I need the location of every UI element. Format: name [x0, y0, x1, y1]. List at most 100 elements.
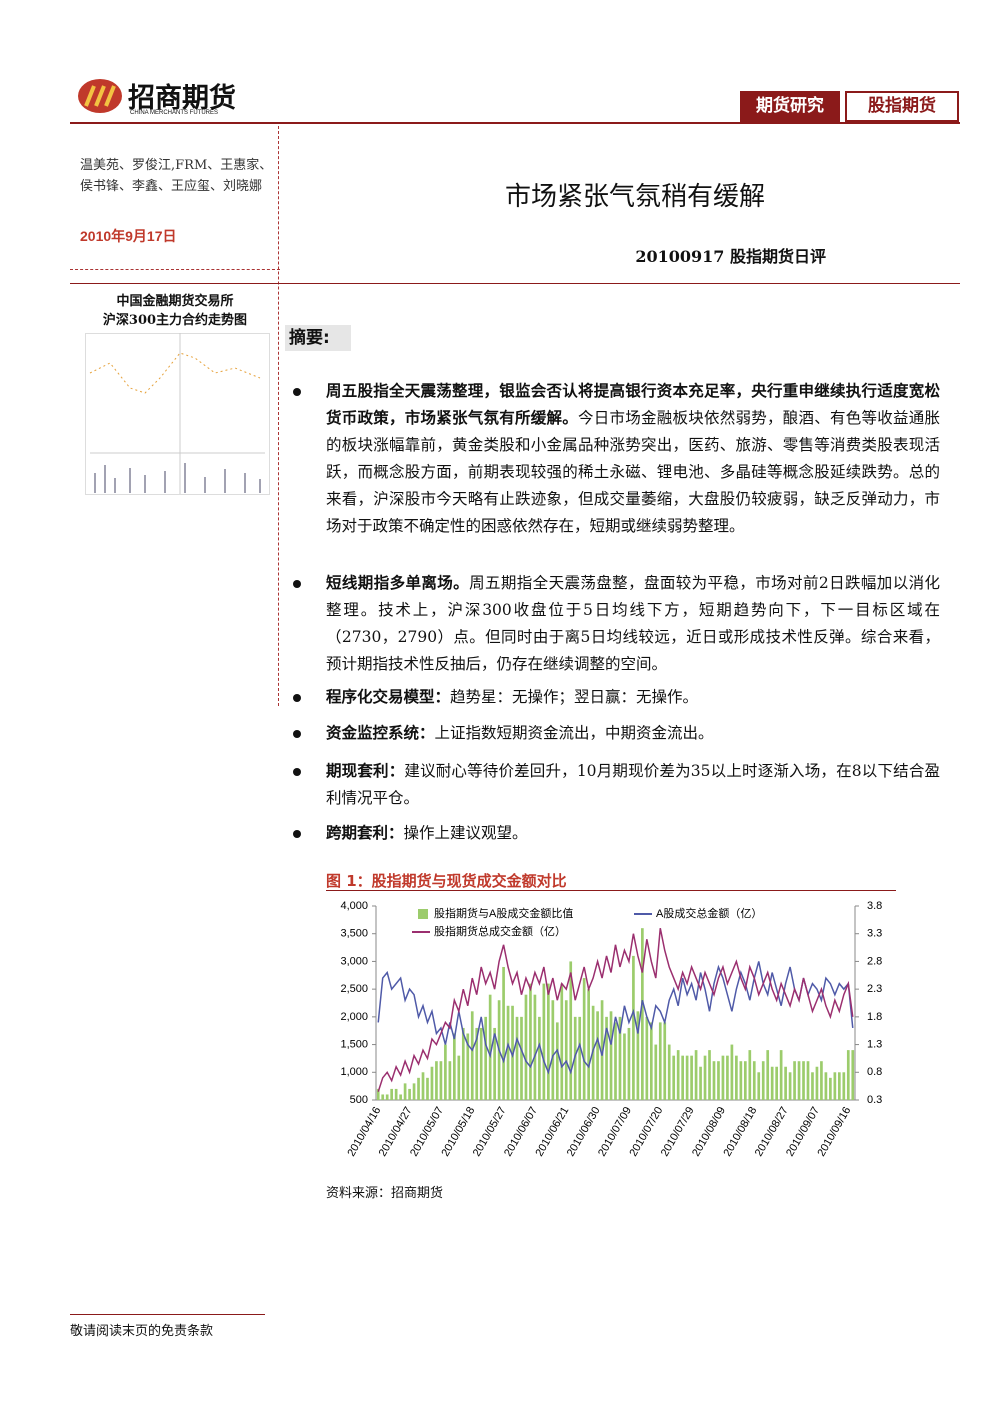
bar [381, 1094, 385, 1100]
x-tick-label: 2010/09/16 [815, 1105, 853, 1159]
bar [623, 1033, 626, 1100]
bar [775, 1066, 779, 1100]
legend-label: A股成交总金额（亿） [656, 906, 762, 920]
bullet-dot [293, 694, 301, 702]
bar [435, 1061, 438, 1100]
bar [712, 1061, 716, 1100]
bullet-lead: 程序化交易模型： [326, 688, 451, 706]
bar [699, 1066, 702, 1100]
y2-tick-label: 3.8 [867, 900, 882, 912]
bar [417, 1077, 420, 1100]
tag: 股指期货 [845, 91, 959, 122]
sidebar-title: 中国金融期货交易所 沪深300主力合约走势图 [80, 292, 270, 330]
subtitle: 20100917 股指期货日评 [635, 247, 826, 266]
bar [461, 1027, 465, 1100]
bullet-text: 建议耐心等待价差回升，10月期现价差为35以上时逐渐入场，在8以下结合盈利情况平… [326, 762, 940, 807]
bar [587, 989, 590, 1100]
rule [70, 1314, 265, 1315]
source: 资料来源：招商期货 [326, 1186, 444, 1201]
bar [421, 1072, 425, 1100]
line [377, 961, 854, 1075]
bar [770, 1066, 774, 1100]
bar [394, 1088, 398, 1100]
bar [452, 1033, 456, 1100]
bar [641, 928, 644, 1100]
y-tick-label: 2,500 [340, 983, 368, 995]
bar [784, 1066, 787, 1100]
bar [726, 1055, 729, 1100]
bar [829, 1077, 832, 1100]
legend-label: 股指期货总成交金额（亿） [434, 924, 566, 938]
bar [811, 1072, 814, 1100]
y-tick-label: 3,000 [340, 955, 368, 967]
bullet-dot [293, 768, 301, 776]
bar [743, 1061, 747, 1100]
bar [529, 983, 532, 1100]
bar [748, 1050, 752, 1100]
bar [399, 1094, 402, 1100]
bar [475, 1027, 479, 1100]
bar [444, 1044, 447, 1100]
y2-tick-label: 1.8 [867, 1011, 882, 1023]
bar [578, 1016, 582, 1100]
y-tick-label: 3,500 [340, 928, 368, 940]
text: 沪深300主力合约走势图 [102, 313, 248, 328]
bar [430, 1066, 434, 1100]
y2-tick-label: 0.8 [867, 1066, 882, 1078]
bar [569, 961, 573, 1100]
rule [70, 269, 280, 270]
bar [390, 1088, 394, 1100]
bar [735, 1055, 738, 1100]
bar [426, 1077, 429, 1100]
bar [479, 1027, 483, 1100]
bullet-lead: 周五股指全天震荡整理，银监会否认将提高银行资本充足率，央行重申继续执行适度宽松货… [326, 382, 940, 427]
bullet-lead: 资金监控系统： [326, 724, 435, 742]
text: 中国金融期货交易所 [116, 294, 234, 309]
bar [636, 1011, 640, 1100]
bar [564, 1000, 568, 1100]
y-tick-label: 500 [350, 1094, 368, 1106]
bar [690, 1055, 693, 1100]
legend-label: 股指期货与A股成交金额比值 [434, 906, 573, 920]
bullet: 期现套利：建议耐心等待价差回升，10月期现价差为35以上时逐渐入场，在8以下结合… [326, 758, 940, 812]
bar [385, 1094, 389, 1100]
bullet-text: 周五期指全天震荡盘整，盘面较为平稳，市场对前2日跌幅加以消化整理。技术上，沪深3… [326, 574, 940, 673]
bar [833, 1072, 837, 1100]
bar [676, 1050, 680, 1100]
y2-tick-label: 0.3 [867, 1094, 882, 1106]
bar [658, 1022, 662, 1100]
bar [752, 1061, 756, 1100]
bar [842, 1072, 846, 1100]
bar [851, 1050, 855, 1100]
y2-tick-label: 2.3 [867, 983, 882, 995]
bar [560, 983, 564, 1100]
bullet: 资金监控系统：上证指数短期资金流出，中期资金流出。 [326, 720, 940, 747]
bar [779, 1050, 783, 1100]
bar [766, 1050, 770, 1100]
bar [524, 994, 528, 1100]
bar [618, 1016, 622, 1100]
divider [278, 126, 279, 706]
tag: 期货研究 [740, 91, 840, 122]
y-tick-label: 2,000 [340, 1011, 368, 1023]
bar [806, 1061, 810, 1100]
bar [627, 1027, 631, 1100]
line [377, 928, 854, 1092]
bar [694, 1050, 698, 1100]
bar [488, 994, 492, 1100]
bar [685, 1055, 689, 1100]
summary-heading: 摘要: [285, 325, 351, 351]
bullet-text: 今日市场金融板块依然弱势，酿酒、有色等收益通胀的板块涨幅靠前，黄金类股和小金属品… [326, 409, 940, 535]
bar [506, 1005, 510, 1100]
logo-icon [78, 79, 122, 113]
bullet-dot [293, 388, 301, 396]
bar [824, 1072, 828, 1100]
bar [439, 1061, 443, 1100]
bar [515, 1016, 519, 1100]
bar [538, 1016, 541, 1100]
y2-tick-label: 3.3 [867, 928, 882, 940]
bar [820, 1061, 823, 1100]
bar [596, 1011, 599, 1100]
bar [654, 1044, 658, 1100]
